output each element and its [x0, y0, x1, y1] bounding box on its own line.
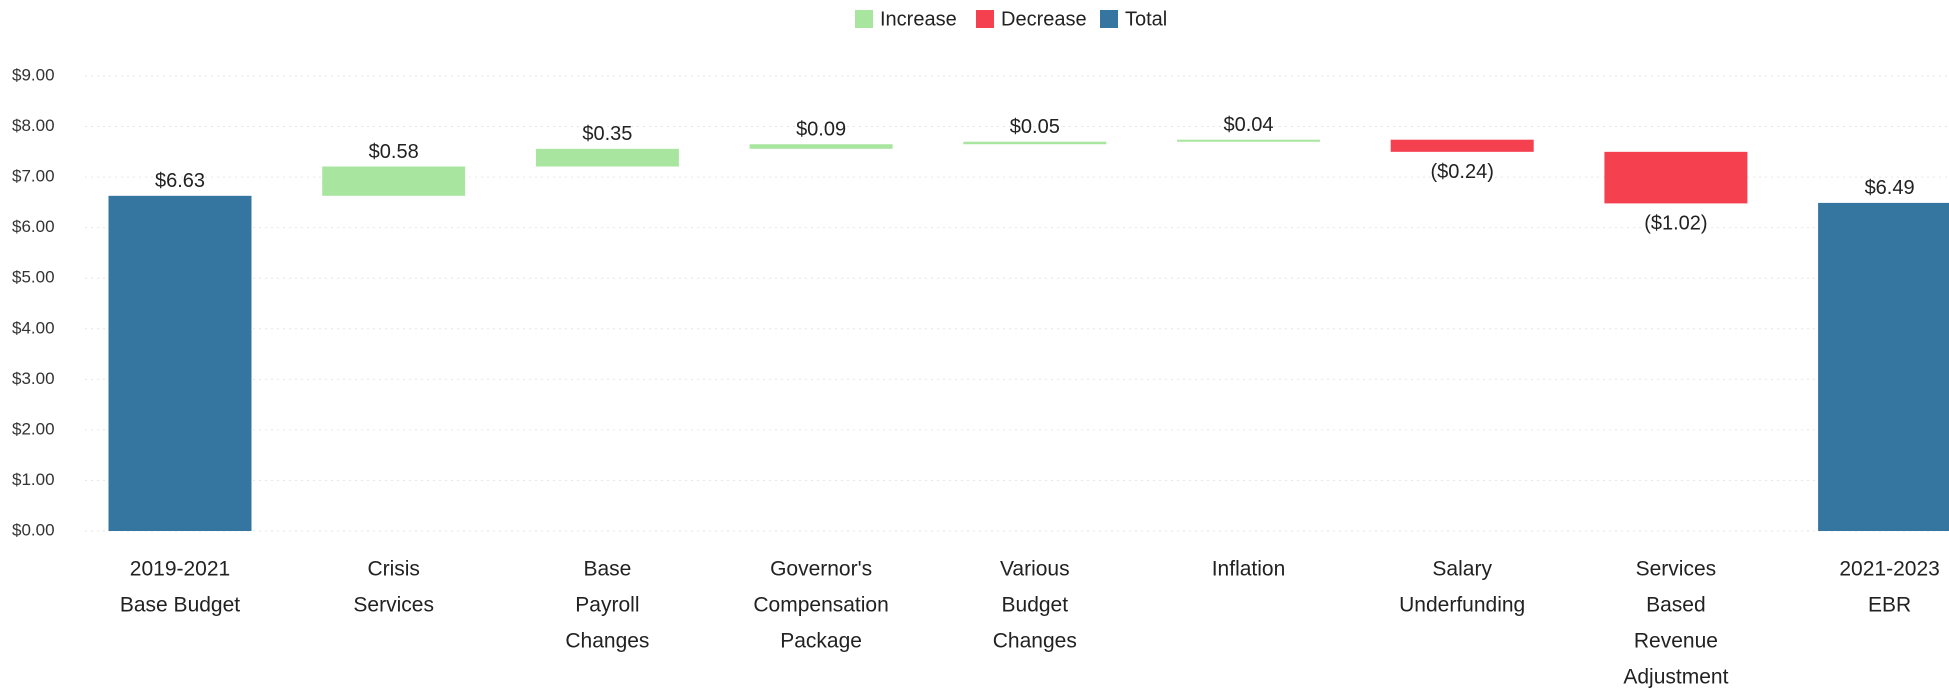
x-tick-label: Underfunding	[1399, 594, 1525, 617]
y-tick-label: $2.00	[12, 419, 55, 438]
value-label: $6.49	[1865, 177, 1915, 199]
legend-label: Decrease	[1001, 8, 1087, 30]
x-tick-label: Base Budget	[120, 594, 240, 617]
bar	[535, 148, 679, 167]
x-tick-label: Various	[1000, 558, 1070, 581]
value-label: $0.58	[369, 141, 419, 163]
y-tick-label: $1.00	[12, 470, 55, 489]
bar	[1390, 139, 1534, 152]
x-tick-label: Compensation	[753, 594, 888, 617]
x-tick-label: Revenue	[1634, 630, 1718, 653]
y-tick-label: $5.00	[12, 268, 55, 287]
x-tick-label: Changes	[565, 630, 649, 653]
x-tick-label: 2019-2021	[130, 558, 230, 581]
y-tick-label: $9.00	[12, 65, 55, 84]
bar	[1818, 202, 1949, 531]
value-label: $0.05	[1010, 116, 1060, 138]
value-label: $0.04	[1223, 114, 1273, 136]
legend-swatch	[1100, 10, 1118, 28]
x-tick-label: Adjustment	[1623, 666, 1728, 689]
bar	[749, 144, 893, 149]
legend-label: Total	[1125, 8, 1167, 30]
value-label: ($1.02)	[1644, 213, 1707, 235]
x-tick-label: Governor's	[770, 558, 872, 581]
y-tick-label: $0.00	[12, 520, 55, 539]
bar	[322, 166, 466, 196]
y-tick-label: $7.00	[12, 167, 55, 186]
x-tick-label: Payroll	[575, 594, 639, 617]
x-tick-label: Crisis	[367, 558, 420, 581]
x-tick-label: Changes	[993, 630, 1077, 653]
legend-swatch	[855, 10, 873, 28]
x-tick-label: Salary	[1432, 558, 1492, 581]
x-tick-label: 2021-2023	[1839, 558, 1939, 581]
value-label: $0.35	[582, 123, 632, 145]
value-label: $0.09	[796, 119, 846, 141]
y-tick-label: $4.00	[12, 318, 55, 337]
legend-swatch	[976, 10, 994, 28]
x-tick-label: EBR	[1868, 594, 1911, 617]
x-tick-label: Services	[1636, 558, 1717, 581]
bar	[1604, 151, 1748, 204]
y-tick-label: $8.00	[12, 116, 55, 135]
y-tick-label: $6.00	[12, 217, 55, 236]
x-tick-label: Services	[353, 594, 434, 617]
y-tick-label: $3.00	[12, 369, 55, 388]
bar	[108, 195, 252, 532]
x-tick-label: Inflation	[1212, 558, 1286, 581]
legend-label: Increase	[880, 8, 957, 30]
value-label: ($0.24)	[1431, 161, 1494, 183]
bar	[963, 141, 1107, 145]
bar	[1177, 139, 1320, 142]
x-tick-label: Package	[780, 630, 862, 653]
value-label: $6.63	[155, 170, 205, 192]
x-tick-label: Base	[583, 558, 631, 581]
x-tick-label: Budget	[1002, 594, 1069, 617]
x-tick-label: Based	[1646, 594, 1706, 617]
